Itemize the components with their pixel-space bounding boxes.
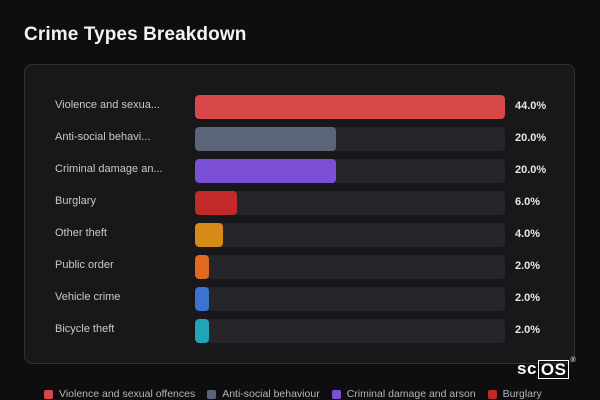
legend-item: Anti-social behaviour	[207, 388, 320, 400]
value-label: 20.0%	[515, 132, 547, 144]
value-label: 20.0%	[515, 164, 547, 176]
bar-row: Bicycle theft 2.0%	[25, 319, 576, 343]
bar	[195, 255, 210, 279]
logo-prefix: sc	[517, 359, 537, 378]
legend-label: Anti-social behaviour	[222, 388, 320, 400]
bar-track	[195, 191, 505, 215]
category-label: Public order	[55, 259, 114, 271]
legend-label: Burglary	[502, 388, 542, 400]
value-label: 6.0%	[515, 196, 541, 208]
legend-label: Violence and sexual offences	[59, 388, 196, 400]
bar	[195, 223, 224, 247]
category-label: Bicycle theft	[55, 323, 115, 335]
legend-swatch	[487, 389, 497, 399]
logo-boxed-text: OS	[537, 359, 570, 379]
bar-row: Violence and sexua... 44.0%	[25, 95, 576, 119]
bar-track	[195, 223, 505, 247]
bar-track	[195, 95, 505, 119]
category-label: Criminal damage an...	[55, 163, 163, 175]
bar-row: Vehicle crime 2.0%	[25, 287, 576, 311]
bar-row: Other theft 4.0%	[25, 223, 576, 247]
category-label: Violence and sexua...	[55, 99, 160, 111]
bar-track	[195, 127, 505, 151]
chart-title: Crime Types Breakdown	[24, 24, 247, 45]
bar-row: Public order 2.0%	[25, 255, 576, 279]
bar-track	[195, 255, 505, 279]
value-label: 44.0%	[515, 100, 547, 112]
bar-track	[195, 159, 505, 183]
bar	[195, 127, 336, 151]
category-label: Other theft	[55, 227, 107, 239]
bar-track	[195, 319, 505, 343]
bar-track	[195, 287, 505, 311]
legend-item: Burglary	[487, 388, 542, 400]
value-label: 4.0%	[515, 228, 541, 240]
bar	[195, 159, 336, 183]
legend-swatch	[331, 389, 341, 399]
legend-item: Criminal damage and arson	[331, 388, 476, 400]
legend-label: Criminal damage and arson	[346, 388, 476, 400]
value-label: 2.0%	[515, 260, 541, 272]
scos-logo: sc OS ®	[517, 357, 577, 379]
value-label: 2.0%	[515, 292, 541, 304]
chart-legend: Violence and sexual offences Anti-social …	[44, 387, 554, 400]
legend-swatch	[44, 389, 53, 399]
bar	[195, 287, 210, 311]
bar-row: Burglary 6.0%	[25, 191, 576, 215]
bar	[195, 191, 238, 215]
chart-panel: Violence and sexua... 44.0% Anti-social be…	[24, 64, 575, 364]
category-label: Burglary	[55, 195, 96, 207]
legend-item: Violence and sexual offences	[44, 388, 195, 400]
bar-row: Anti-social behavi... 20.0%	[25, 127, 576, 151]
registered-mark: ®	[570, 357, 577, 364]
bar-row: Criminal damage an... 20.0%	[25, 159, 576, 183]
category-label: Vehicle crime	[55, 291, 121, 303]
value-label: 2.0%	[515, 324, 541, 336]
legend-swatch	[207, 389, 217, 399]
bar	[195, 319, 210, 343]
category-label: Anti-social behavi...	[55, 131, 151, 143]
bar	[195, 95, 505, 119]
